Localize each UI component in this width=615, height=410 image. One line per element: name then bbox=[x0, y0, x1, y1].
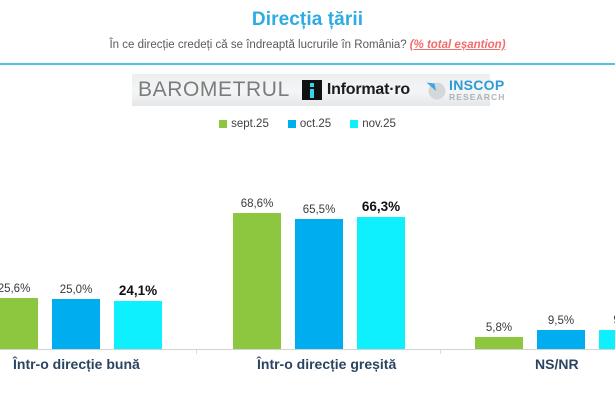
bar-sept25-group2[interactable] bbox=[475, 337, 523, 349]
bar-value-label-sept25-group2: 5,8% bbox=[485, 322, 513, 334]
category-label-0: Într-o direcție bună bbox=[13, 356, 140, 372]
bar-chart-plot: 25,6% 25,0% 24,1% 68,6% 65,5% 66,3% 5,8% 9,5% 9,… bbox=[0, 140, 615, 354]
legend-swatch-sept25 bbox=[219, 120, 228, 128]
bar-value-label-oct25-group2: 9,5% bbox=[547, 315, 575, 327]
legend-item-oct25[interactable]: oct.25 bbox=[287, 118, 332, 130]
legend-swatch-nov25 bbox=[350, 120, 359, 128]
informat-square-icon bbox=[301, 80, 322, 100]
subtitle-sample-note: (% total eșantion) bbox=[409, 39, 506, 51]
inscop-research-label: RESEARCH bbox=[449, 92, 506, 103]
category-label-1: Într-o direcție greșită bbox=[257, 356, 397, 372]
inscop-research-logo: INSCOP RESEARCH bbox=[424, 78, 506, 102]
inscop-swoosh-icon bbox=[424, 78, 448, 102]
bar-value-label-nov25-group2: 9,6 bbox=[591, 312, 615, 327]
bar-value-label-sept25-group1: 68,6% bbox=[240, 198, 274, 210]
inscop-text-block: INSCOP RESEARCH bbox=[449, 78, 506, 102]
category-axis-labels: Într-o direcție bună Într-o direcție greș… bbox=[0, 356, 615, 380]
bar-value-label-oct25-group1: 65,5% bbox=[302, 204, 336, 216]
bar-value-label-oct25-group0: 25,0% bbox=[59, 284, 93, 296]
branding-bar: BAROMETRUL Informat·ro INSCOP RESEARCH bbox=[132, 74, 504, 106]
inscop-name-label: INSCOP bbox=[449, 77, 505, 94]
header-divider bbox=[0, 63, 615, 65]
legend-swatch-oct25 bbox=[287, 120, 296, 128]
informat-ro-label: Informat·ro bbox=[326, 81, 410, 98]
page-title: Direcția țării bbox=[251, 9, 364, 30]
legend-item-sept25[interactable]: sept.25 bbox=[219, 118, 269, 130]
subtitle-question: În ce direcție credeți că se îndreaptă l… bbox=[109, 39, 407, 51]
bar-nov25-group2[interactable] bbox=[599, 330, 615, 349]
legend-label-nov25: nov.25 bbox=[362, 118, 396, 130]
category-label-2: NS/NR bbox=[535, 356, 579, 372]
axis-tick-0 bbox=[196, 350, 197, 354]
axis-baseline bbox=[0, 349, 615, 350]
legend-item-nov25[interactable]: nov.25 bbox=[350, 118, 396, 130]
bar-value-label-nov25-group1: 66,3% bbox=[361, 199, 401, 214]
bar-value-label-sept25-group0: 25,6% bbox=[0, 283, 31, 295]
bar-nov25-group1[interactable] bbox=[357, 217, 405, 349]
barometrul-wordmark: BAROMETRUL bbox=[138, 78, 290, 101]
bar-oct25-group1[interactable] bbox=[295, 219, 343, 349]
chart-header: Direcția țării În ce direcție credeți că… bbox=[0, 0, 615, 65]
bar-sept25-group1[interactable] bbox=[233, 213, 281, 349]
bar-value-label-nov25-group0: 24,1% bbox=[118, 283, 158, 298]
legend-label-sept25: sept.25 bbox=[231, 118, 269, 130]
chart-legend: sept.25 oct.25 nov.25 bbox=[0, 118, 615, 130]
bar-oct25-group0[interactable] bbox=[52, 299, 100, 349]
bar-oct25-group2[interactable] bbox=[537, 330, 585, 349]
axis-tick-1 bbox=[440, 350, 441, 354]
bar-nov25-group0[interactable] bbox=[114, 301, 162, 349]
legend-label-oct25: oct.25 bbox=[299, 118, 332, 130]
informat-ro-logo: Informat·ro bbox=[301, 80, 410, 100]
bar-sept25-group0[interactable] bbox=[0, 298, 38, 349]
chart-subtitle: În ce direcție credeți că se îndreaptă l… bbox=[0, 39, 615, 51]
